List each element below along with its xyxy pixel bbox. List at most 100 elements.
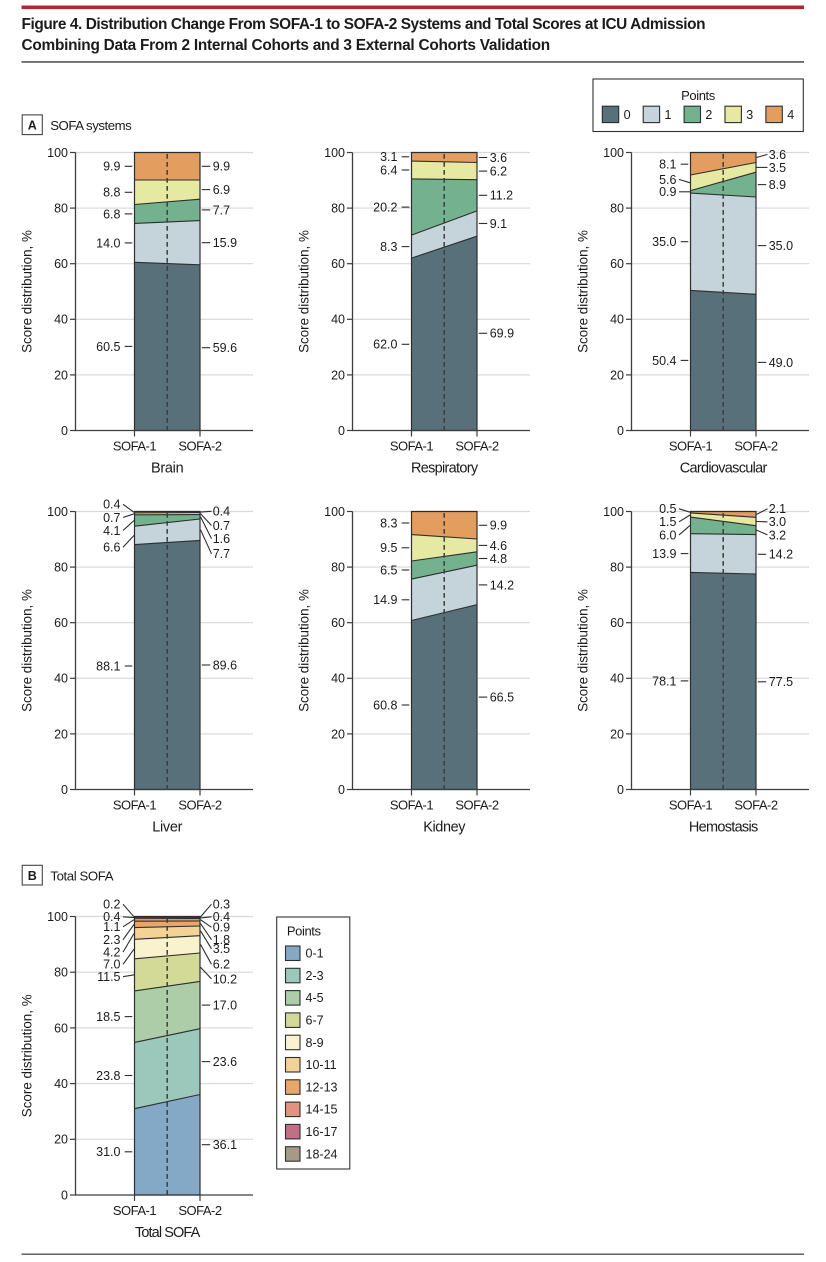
svg-text:SOFA-1: SOFA-1 [113, 1203, 157, 1218]
svg-text:0.7: 0.7 [213, 519, 230, 533]
svg-text:0: 0 [61, 783, 68, 797]
svg-text:2-3: 2-3 [306, 969, 324, 983]
svg-text:SOFA-1: SOFA-1 [669, 798, 713, 813]
svg-text:80: 80 [54, 966, 68, 980]
svg-text:69.9: 69.9 [490, 327, 514, 341]
svg-text:18.5: 18.5 [96, 1010, 120, 1024]
svg-text:20: 20 [54, 1133, 68, 1147]
svg-text:A: A [28, 119, 37, 133]
svg-text:14.2: 14.2 [769, 548, 793, 562]
svg-text:SOFA-1: SOFA-1 [669, 439, 713, 454]
svg-text:20: 20 [610, 368, 624, 382]
svg-text:6.5: 6.5 [380, 563, 397, 577]
svg-text:20: 20 [54, 368, 68, 382]
svg-text:80: 80 [54, 561, 68, 575]
svg-text:6.9: 6.9 [213, 183, 230, 197]
svg-text:3.5: 3.5 [213, 942, 230, 956]
svg-text:SOFA-2: SOFA-2 [734, 439, 778, 454]
svg-text:SOFA-1: SOFA-1 [113, 439, 157, 454]
svg-text:60.5: 60.5 [96, 340, 120, 354]
svg-text:SOFA-1: SOFA-1 [113, 798, 157, 813]
svg-text:8.3: 8.3 [380, 240, 397, 254]
svg-text:7.0: 7.0 [103, 958, 120, 972]
svg-text:0: 0 [624, 108, 631, 122]
svg-text:7.7: 7.7 [213, 547, 230, 561]
svg-text:SOFA-2: SOFA-2 [455, 439, 499, 454]
svg-text:100: 100 [47, 505, 68, 519]
svg-text:6-7: 6-7 [306, 1014, 324, 1028]
svg-text:0.7: 0.7 [103, 511, 120, 525]
svg-text:60.8: 60.8 [373, 698, 397, 712]
svg-text:0: 0 [617, 424, 624, 438]
svg-text:B: B [28, 869, 37, 883]
svg-text:3.6: 3.6 [769, 148, 786, 162]
svg-text:18-24: 18-24 [306, 1147, 338, 1161]
svg-text:0.9: 0.9 [659, 185, 676, 199]
svg-text:4.8: 4.8 [490, 552, 507, 566]
svg-text:SOFA systems: SOFA systems [50, 118, 132, 133]
svg-text:6.2: 6.2 [490, 165, 507, 179]
svg-text:9.9: 9.9 [213, 160, 230, 174]
svg-text:40: 40 [54, 313, 68, 327]
svg-text:4.1: 4.1 [103, 524, 120, 538]
svg-text:11.2: 11.2 [490, 189, 513, 203]
svg-text:5.6: 5.6 [659, 173, 676, 187]
svg-text:Score distribution, %: Score distribution, % [576, 230, 591, 353]
svg-text:Points: Points [287, 924, 322, 939]
svg-text:8.3: 8.3 [380, 516, 397, 530]
svg-text:SOFA-2: SOFA-2 [178, 798, 222, 813]
svg-text:60: 60 [331, 616, 345, 630]
svg-text:60: 60 [54, 1021, 68, 1035]
svg-text:35.0: 35.0 [769, 239, 793, 253]
svg-text:23.8: 23.8 [96, 1069, 120, 1083]
svg-text:6.4: 6.4 [380, 163, 397, 177]
svg-text:20: 20 [331, 727, 345, 741]
svg-text:SOFA-2: SOFA-2 [178, 439, 222, 454]
svg-text:Score distribution, %: Score distribution, % [576, 589, 591, 712]
svg-text:88.1: 88.1 [96, 659, 120, 673]
svg-text:SOFA-1: SOFA-1 [390, 798, 434, 813]
svg-text:2: 2 [705, 108, 712, 122]
svg-text:6.8: 6.8 [103, 207, 120, 221]
svg-text:77.5: 77.5 [769, 675, 793, 689]
svg-text:20: 20 [54, 727, 68, 741]
svg-text:100: 100 [603, 146, 624, 160]
svg-text:0-1: 0-1 [306, 947, 324, 961]
svg-text:50.4: 50.4 [652, 354, 676, 368]
svg-text:3.2: 3.2 [769, 528, 786, 542]
svg-text:11.5: 11.5 [97, 970, 120, 984]
svg-text:9.9: 9.9 [490, 519, 507, 533]
svg-text:Score distribution, %: Score distribution, % [20, 994, 35, 1117]
svg-text:60: 60 [331, 257, 345, 271]
svg-text:36.1: 36.1 [213, 1138, 237, 1152]
svg-text:59.6: 59.6 [213, 341, 237, 355]
svg-text:7.7: 7.7 [213, 203, 230, 217]
svg-text:100: 100 [324, 146, 345, 160]
svg-text:40: 40 [610, 672, 624, 686]
svg-text:8.8: 8.8 [103, 186, 120, 200]
svg-text:10.2: 10.2 [213, 972, 237, 986]
svg-text:3.0: 3.0 [769, 515, 786, 529]
svg-text:Score distribution, %: Score distribution, % [297, 589, 312, 712]
svg-text:6.0: 6.0 [659, 528, 676, 542]
svg-text:35.0: 35.0 [652, 235, 676, 249]
svg-text:80: 80 [610, 561, 624, 575]
svg-text:Cardiovascular: Cardiovascular [680, 461, 768, 477]
svg-text:100: 100 [47, 146, 68, 160]
svg-text:9.9: 9.9 [103, 160, 120, 174]
svg-text:0.9: 0.9 [213, 921, 230, 935]
svg-text:SOFA-1: SOFA-1 [390, 439, 434, 454]
svg-text:Total SOFA: Total SOFA [135, 1225, 201, 1241]
svg-text:23.6: 23.6 [213, 1055, 237, 1069]
svg-text:0.2: 0.2 [103, 898, 120, 912]
svg-text:2.3: 2.3 [103, 933, 120, 947]
svg-text:100: 100 [47, 910, 68, 924]
svg-text:Hemostasis: Hemostasis [689, 820, 758, 836]
svg-text:8.9: 8.9 [769, 178, 786, 192]
svg-text:9.1: 9.1 [490, 217, 507, 231]
svg-text:SOFA-2: SOFA-2 [178, 1203, 222, 1218]
svg-text:Brain: Brain [151, 461, 184, 477]
svg-text:1.1: 1.1 [103, 920, 120, 934]
svg-text:0: 0 [61, 1188, 68, 1202]
svg-text:100: 100 [603, 505, 624, 519]
